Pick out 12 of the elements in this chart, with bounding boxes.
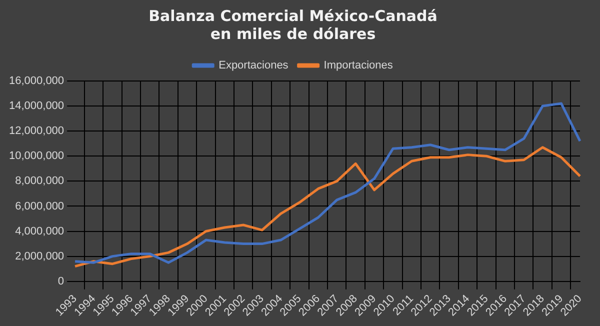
y-tick-label: 8,000,000 [15, 175, 64, 188]
legend-label: Exportaciones [218, 60, 289, 72]
y-tick-label: 16,000,000 [8, 75, 64, 88]
y-tick-label: 0 [58, 275, 64, 288]
y-tick-label: 10,000,000 [8, 150, 64, 162]
y-tick-label: 12,000,000 [8, 125, 64, 138]
chart-title: Balanza Comercial México-Canadá en miles de dólares [148, 6, 438, 43]
y-tick-label: 4,000,000 [15, 225, 64, 238]
legend-label: Importaciones [324, 60, 394, 72]
y-tick-label: 14,000,000 [8, 100, 64, 112]
y-tick-label: 2,000,000 [15, 250, 64, 262]
y-tick-label: 6,000,000 [15, 200, 64, 212]
